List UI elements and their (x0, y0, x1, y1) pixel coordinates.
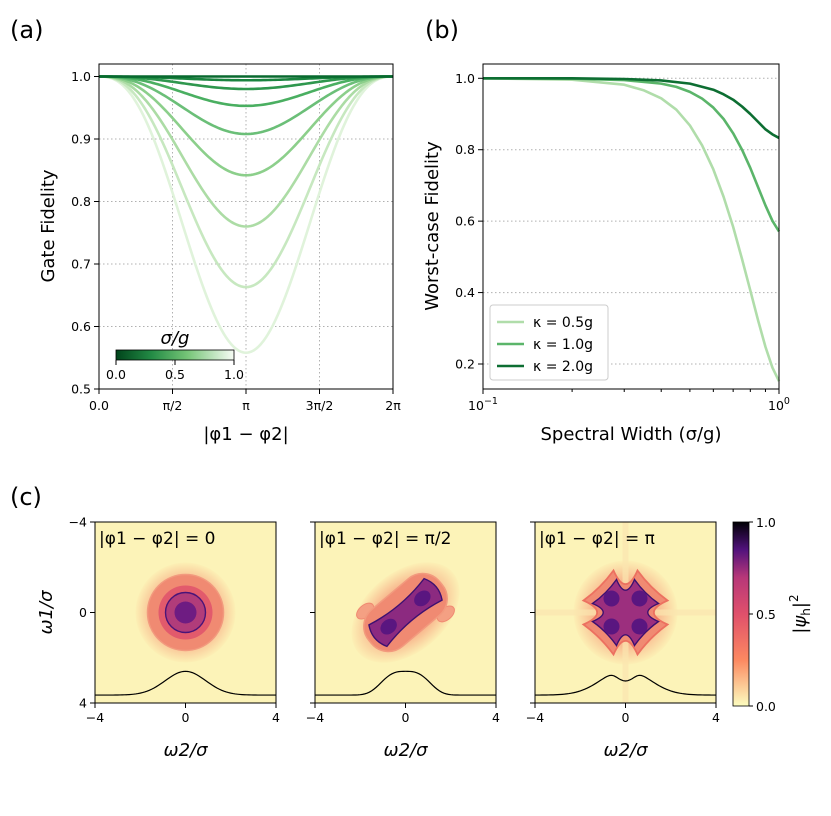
chart-b-legend-label: κ = 1.0g (533, 337, 593, 353)
chart-c-peak (414, 590, 431, 607)
chart-c-peak (631, 590, 648, 607)
chart-c-marginal-line (315, 670, 496, 696)
chart-c-xtick-label: −4 (86, 710, 104, 725)
chart-a-lines (98, 75, 394, 355)
chart-b-ytick-label: 0.6 (455, 214, 475, 229)
chart-a-series-line (98, 75, 394, 228)
chart-c-peak (631, 618, 648, 635)
chart-c-peak (174, 601, 197, 624)
chart-c-panel-title: |φ1 − φ2| = π (539, 529, 655, 549)
chart-c-colorbar-label: |ψh|2 (787, 594, 813, 633)
chart-b-ytick-label: 0.4 (455, 285, 475, 300)
chart-a-ytick-label: 0.8 (71, 194, 91, 209)
chart-b-series-line (482, 76, 781, 382)
chart-c-xtick-label: −4 (526, 710, 544, 725)
panel-label-b: (b) (425, 16, 459, 44)
chart-c: |φ1 − φ2| = 0−4 0 440−4ω2/σω1/σ|φ1 − φ2| =… (36, 515, 720, 762)
chart-a-ytick-label: 1.0 (71, 69, 91, 84)
chart-a-series-line (99, 75, 393, 91)
chart-a-colorbar-ticklabel: 1.0 (224, 367, 244, 382)
chart-c-panel-title: |φ1 − φ2| = 0 (99, 529, 215, 549)
chart-b-ytick-label: 0.8 (455, 142, 475, 157)
chart-c-marginal-line (95, 670, 276, 696)
chart-c-ylabel: ω1/σ (36, 590, 57, 635)
chart-b-ticks: 0.2 0.4 0.6 0.8 1.0 (455, 71, 780, 394)
chart-a-ticks: 0.0 π/2 π 3π/2 2π 0.5 0.6 0.7 0.8 0.9 1.0 (71, 69, 401, 413)
chart-b-ytick-label: 0.2 (455, 357, 475, 372)
chart-c-marginal-line (535, 674, 716, 696)
chart-c-colorbar: 1.0 0.5 0.0 |ψh|2 (732, 515, 813, 714)
chart-a-colorbar-label: σ/g (161, 328, 190, 349)
chart-a-ytick-label: 0.5 (71, 382, 91, 397)
chart-c-xlabel: ω2/σ (384, 740, 429, 761)
chart-a-ytick-label: 0.9 (71, 132, 91, 147)
chart-a-ytick-label: 0.7 (71, 257, 91, 272)
chart-b-ylabel: Worst-case Fidelity (422, 141, 443, 311)
chart-c-panel-title: |φ1 − φ2| = π/2 (319, 529, 451, 549)
chart-a-colorbar-ticklabel: 0.0 (106, 367, 126, 382)
chart-a-series-line (98, 75, 394, 355)
chart-a: 0.0 π/2 π 3π/2 2π 0.5 0.6 0.7 0.8 0.9 1.0 Gate Fid… (38, 63, 401, 445)
chart-c-colorbar-ticklabel: 1.0 (756, 515, 776, 530)
chart-b-series-line (482, 76, 781, 233)
chart-a-xtick-label: 3π/2 (306, 398, 334, 413)
chart-b-frame (482, 63, 780, 390)
chart-c-heatmap (95, 522, 276, 703)
chart-b-legend-label: κ = 2.0g (533, 359, 593, 375)
chart-a-xtick-label: 0.0 (89, 398, 109, 413)
panel-label-a: (a) (10, 16, 43, 44)
chart-c-xtick-label: 0 (622, 710, 630, 725)
chart-c-xtick-label: 0 (402, 710, 410, 725)
chart-c-xtick-label: 0 (182, 710, 190, 725)
chart-c-ytick-label: −4 (69, 515, 87, 530)
chart-a-xlabel: |φ1 − φ2| (203, 424, 288, 445)
chart-b-xlabel: Spectral Width (σ/g) (541, 424, 722, 445)
chart-a-series-line (99, 75, 393, 108)
chart-c-xtick-label: −4 (306, 710, 324, 725)
chart-b-legend (489, 304, 609, 381)
chart-a-colorbar (115, 349, 235, 361)
chart-c-peak (603, 590, 620, 607)
chart-c-panel: |φ1 − φ2| = π/2 −4 0 4 ω2/σ (306, 521, 500, 761)
chart-c-peak (380, 618, 397, 635)
chart-c-xtick-label: 4 (492, 710, 500, 725)
chart-a-series-line (98, 75, 394, 136)
chart-a-series-line (98, 75, 394, 177)
chart-a-xtick-label: 2π (385, 398, 401, 413)
chart-a-series-line (98, 75, 394, 289)
chart-c-xlabel: ω2/σ (604, 740, 649, 761)
chart-c-panel: |φ1 − φ2| = π −4 0 4 ω2/σ (526, 521, 720, 761)
chart-c-colorbar-bar (732, 521, 750, 707)
chart-a-ytick-label: 0.6 (71, 319, 91, 334)
chart-c-peak (603, 618, 620, 635)
chart-b: 0.2 0.4 0.6 0.8 1.0 10−1 100 Worst-case Fide… (422, 63, 790, 445)
chart-c-xtick-label: 4 (712, 710, 720, 725)
chart-b-series-line (483, 76, 780, 140)
chart-c-colorbar-ticklabel: 0.5 (756, 607, 776, 622)
chart-a-xtick-label: π (242, 398, 250, 413)
chart-c-colorbar-ticklabel: 0.0 (756, 699, 776, 714)
chart-c-panel: |φ1 − φ2| = 0 −4 0 4 4 0 −4 ω2/σ ω1/σ (36, 515, 280, 762)
chart-c-ytick-label: 0 (79, 605, 87, 620)
chart-b-legend-label: κ = 0.5g (533, 315, 593, 331)
chart-b-xtick-label: 10−1 (468, 396, 498, 413)
chart-b-legend-items: κ = 0.5g κ = 1.0g κ = 2.0g (497, 315, 593, 375)
chart-a-ylabel: Gate Fidelity (38, 169, 59, 282)
panel-label-c: (c) (10, 483, 42, 511)
chart-c-ytick-label: 4 (79, 696, 87, 711)
chart-c-heatmap (315, 522, 496, 703)
chart-b-xtick-label: 100 (768, 396, 790, 413)
chart-a-xtick-label: π/2 (163, 398, 183, 413)
chart-c-heatmap (535, 522, 716, 703)
chart-b-lines (482, 76, 781, 382)
chart-a-colorbar-ticklabel: 0.5 (165, 367, 185, 382)
chart-c-xlabel: ω2/σ (164, 740, 209, 761)
chart-b-ytick-label: 1.0 (455, 71, 475, 86)
chart-c-xtick-label: 4 (272, 710, 280, 725)
